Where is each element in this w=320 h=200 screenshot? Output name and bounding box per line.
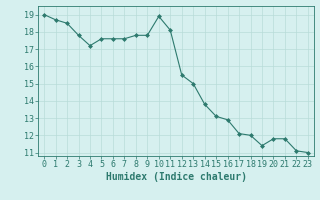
X-axis label: Humidex (Indice chaleur): Humidex (Indice chaleur) <box>106 172 246 182</box>
